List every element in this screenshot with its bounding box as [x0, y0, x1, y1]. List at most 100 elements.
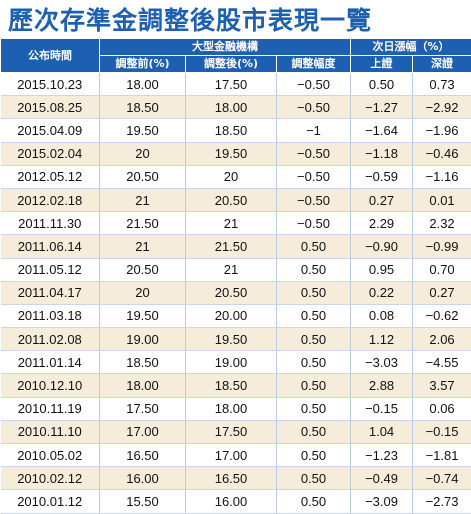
cell-change: 0.50 — [277, 374, 351, 397]
header-group-next-day: 次日漲幅（%） — [351, 39, 471, 56]
cell-after: 16.50 — [186, 467, 277, 490]
cell-change: 0.50 — [277, 304, 351, 327]
reserve-ratio-table-document: 歷次存準金調整後股市表現一覽 公布時間 大型金融機構 次日漲幅（%） 調整前(%… — [0, 0, 471, 473]
cell-date: 2010.11.19 — [1, 397, 100, 420]
cell-before: 19.50 — [100, 119, 186, 142]
cell-before: 20 — [100, 281, 186, 304]
cell-shenzhen: −0.15 — [413, 420, 471, 443]
cell-date: 2011.02.08 — [1, 328, 100, 351]
cell-before: 16.50 — [100, 444, 186, 467]
cell-shanghai: −3.09 — [351, 490, 413, 513]
cell-after: 21.50 — [186, 235, 277, 258]
cell-before: 18.50 — [100, 351, 186, 374]
cell-date: 2011.11.30 — [1, 212, 100, 235]
cell-shenzhen: 3.57 — [413, 374, 471, 397]
cell-shanghai: 0.95 — [351, 258, 413, 281]
cell-after: 18.00 — [186, 96, 277, 119]
cell-change: 0.50 — [277, 397, 351, 420]
cell-shenzhen: 0.70 — [413, 258, 471, 281]
cell-shanghai: 2.29 — [351, 212, 413, 235]
cell-after: 19.50 — [186, 142, 277, 165]
cell-shanghai: −1.23 — [351, 444, 413, 467]
cell-change: 0.50 — [277, 351, 351, 374]
cell-date: 2012.05.12 — [1, 165, 100, 188]
cell-change: 0.50 — [277, 281, 351, 304]
cell-shanghai: −0.59 — [351, 165, 413, 188]
cell-change: 0.50 — [277, 420, 351, 443]
cell-change: −1 — [277, 119, 351, 142]
cell-after: 18.50 — [186, 374, 277, 397]
cell-shenzhen: −0.74 — [413, 467, 471, 490]
cell-shenzhen: 0.73 — [413, 73, 471, 96]
cell-change: 0.50 — [277, 328, 351, 351]
cell-shenzhen: 0.01 — [413, 188, 471, 211]
cell-before: 15.50 — [100, 490, 186, 513]
header-group-banks: 大型金融機構 — [100, 39, 351, 56]
cell-after: 17.00 — [186, 444, 277, 467]
cell-shanghai: 0.22 — [351, 281, 413, 304]
cell-after: 20 — [186, 165, 277, 188]
cell-shanghai: −0.49 — [351, 467, 413, 490]
cell-shanghai: −1.64 — [351, 119, 413, 142]
cell-date: 2012.02.18 — [1, 188, 100, 211]
cell-change: 0.50 — [277, 467, 351, 490]
cell-before: 20.50 — [100, 165, 186, 188]
cell-before: 21 — [100, 188, 186, 211]
header-change: 調整幅度 — [277, 56, 351, 73]
cell-date: 2011.04.17 — [1, 281, 100, 304]
cell-date: 2010.12.10 — [1, 374, 100, 397]
cell-shenzhen: 0.27 — [413, 281, 471, 304]
cell-change: 0.50 — [277, 490, 351, 513]
cell-change: −0.50 — [277, 96, 351, 119]
header-after: 調整後(%) — [186, 56, 277, 73]
cell-date: 2010.05.02 — [1, 444, 100, 467]
cell-change: 0.50 — [277, 235, 351, 258]
cell-date: 2015.08.25 — [1, 96, 100, 119]
cell-shanghai: −0.90 — [351, 235, 413, 258]
table-header: 公布時間 大型金融機構 次日漲幅（%） 調整前(%) 調整後(%) 調整幅度 上… — [1, 39, 471, 73]
cell-after: 17.50 — [186, 420, 277, 443]
cell-shanghai: −0.15 — [351, 397, 413, 420]
cell-after: 21 — [186, 258, 277, 281]
cell-before: 17.50 — [100, 397, 186, 420]
cell-after: 17.50 — [186, 73, 277, 96]
cell-shanghai: −1.18 — [351, 142, 413, 165]
cell-shenzhen: 0.06 — [413, 397, 471, 420]
cell-shenzhen: −0.62 — [413, 304, 471, 327]
cell-date: 2015.02.04 — [1, 142, 100, 165]
cell-before: 17.00 — [100, 420, 186, 443]
cell-before: 19.00 — [100, 328, 186, 351]
cell-change: −0.50 — [277, 73, 351, 96]
header-date: 公布時間 — [1, 39, 100, 73]
cell-shanghai: 0.50 — [351, 73, 413, 96]
cell-change: 0.50 — [277, 444, 351, 467]
cell-after: 20.00 — [186, 304, 277, 327]
cell-shanghai: −3.03 — [351, 351, 413, 374]
cell-shanghai: 1.12 — [351, 328, 413, 351]
cell-before: 20.50 — [100, 258, 186, 281]
cell-date: 2015.04.09 — [1, 119, 100, 142]
cell-before: 18.50 — [100, 96, 186, 119]
cell-after: 18.50 — [186, 119, 277, 142]
header-shenzhen: 深證 — [413, 56, 471, 73]
cell-shenzhen: −1.16 — [413, 165, 471, 188]
cell-date: 2010.01.12 — [1, 490, 100, 513]
cell-before: 18.00 — [100, 374, 186, 397]
cell-before: 19.50 — [100, 304, 186, 327]
cell-before: 18.00 — [100, 73, 186, 96]
cell-shenzhen: −1.81 — [413, 444, 471, 467]
cell-shenzhen: −4.55 — [413, 351, 471, 374]
cell-shenzhen: −0.46 — [413, 142, 471, 165]
